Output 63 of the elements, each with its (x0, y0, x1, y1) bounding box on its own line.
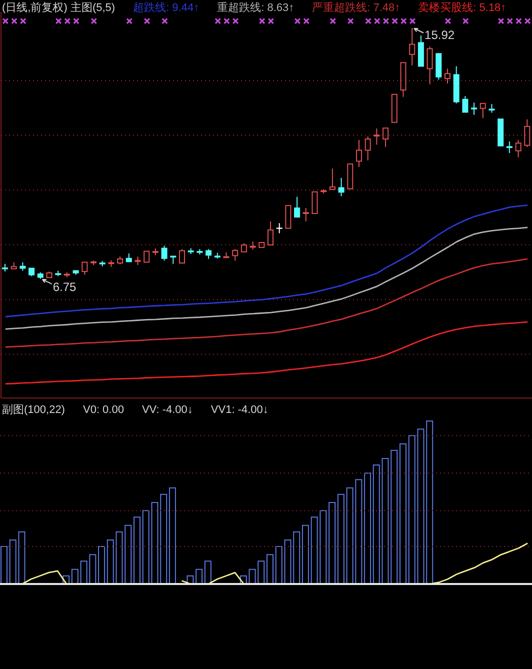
candlestick (144, 250, 150, 263)
candlestick (462, 96, 468, 113)
bar (364, 472, 372, 584)
bar (196, 568, 203, 584)
text: 重超跌线: 8.63↑ (217, 1, 294, 15)
candlestick (20, 262, 26, 272)
bar (168, 487, 176, 584)
candlestick (444, 68, 450, 84)
candlestick (480, 102, 486, 119)
candlestick (515, 139, 522, 158)
candlestick (294, 196, 300, 218)
bar (62, 575, 70, 584)
candlestick (382, 128, 389, 148)
annotation: 6.75 (52, 280, 77, 294)
bar (293, 531, 300, 584)
text: 严重超跌线: 7.48↑ (312, 1, 400, 15)
bar (426, 420, 434, 584)
bar (0, 546, 8, 584)
text: VV: -4.00↓ (142, 403, 193, 417)
bar (160, 494, 168, 584)
candlestick (329, 168, 336, 190)
candlestick (356, 139, 362, 168)
bar (337, 494, 344, 584)
candlestick (409, 27, 416, 66)
candlestick (285, 205, 292, 229)
chart-title: 副图(100,22) (2, 403, 65, 417)
text: 卖楼买股线: 5.18↑ (418, 1, 506, 15)
candlestick (82, 262, 88, 276)
text: V0: 0.00 (82, 403, 124, 417)
candlestick (126, 252, 132, 262)
bar (266, 554, 274, 584)
bar (372, 464, 380, 584)
candlestick (268, 220, 274, 246)
bar (302, 524, 309, 584)
candlestick (170, 256, 176, 264)
candlestick (302, 208, 309, 222)
candlestick (453, 66, 460, 104)
candlestick (498, 118, 504, 146)
candlestick (418, 35, 424, 67)
bar (240, 575, 247, 584)
bar (400, 443, 406, 584)
candlestick (391, 94, 398, 123)
candlestick (338, 177, 344, 197)
bar (71, 568, 78, 584)
candlestick (312, 191, 318, 214)
annotation: 15.92 (424, 28, 455, 42)
candlestick (506, 140, 512, 154)
candlestick (347, 163, 354, 190)
candlestick (400, 62, 406, 98)
bar (106, 539, 114, 584)
bar (98, 546, 106, 584)
text: VV1: -4.00↓ (210, 403, 268, 417)
chart-title: (日线,前复权) 主图(5,5) (2, 1, 116, 15)
text: 超跌线: 9.44↑ (133, 1, 200, 15)
bar (328, 502, 336, 584)
candlestick (258, 242, 265, 248)
candlestick (426, 46, 433, 85)
candlestick (364, 136, 371, 161)
bar (134, 516, 140, 584)
bar (204, 560, 212, 584)
candlestick (276, 222, 283, 234)
candlestick (471, 102, 478, 116)
candlestick (374, 128, 380, 146)
